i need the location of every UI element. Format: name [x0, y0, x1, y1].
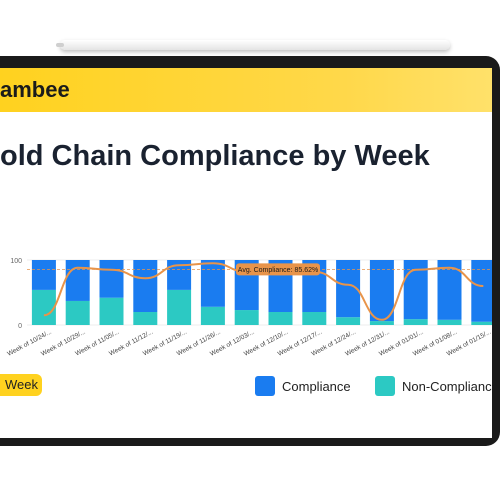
bar-segment: [369, 321, 394, 325]
screen: ambee old Chain Compliance by Week Week …: [0, 68, 492, 438]
legend-label: Compliance: [282, 379, 351, 394]
bar-segment: [31, 289, 56, 325]
bar-segment: [133, 312, 158, 325]
pencil: [60, 40, 450, 50]
bar-segment: [302, 312, 327, 325]
bar-segment: [437, 319, 462, 325]
bar-segment: [403, 319, 428, 325]
legend-swatch: [375, 376, 395, 396]
bar-segment: [167, 289, 192, 325]
average-label: Avg. Compliance: 85.62%: [238, 267, 318, 274]
legend-label: Non-Compliance: [402, 379, 492, 394]
bar-segment: [200, 306, 225, 325]
bar-segment: [336, 317, 361, 325]
bar-segment: [200, 260, 225, 307]
page-title: old Chain Compliance by Week: [0, 140, 430, 172]
bar-segment: [65, 260, 90, 301]
y-tick-label: 100: [10, 258, 22, 265]
bar-segment: [31, 260, 56, 290]
bar-segment: [133, 260, 158, 312]
pencil-tip: [56, 43, 64, 47]
bar-segment: [65, 300, 90, 325]
average-label-bg: [236, 263, 320, 276]
bar-segment: [99, 260, 124, 298]
header: ambee: [0, 68, 492, 112]
logo: ambee: [0, 77, 70, 102]
bar-segment: [99, 297, 124, 325]
week-button[interactable]: Week: [0, 374, 42, 396]
legend-swatch: [255, 376, 275, 396]
bar-segment: [268, 312, 293, 325]
bar-segment: [369, 260, 394, 322]
bar-segment: [471, 321, 492, 325]
y-tick-label: 0: [18, 323, 22, 330]
bar-segment: [234, 310, 259, 325]
bar-segment: [471, 260, 492, 322]
